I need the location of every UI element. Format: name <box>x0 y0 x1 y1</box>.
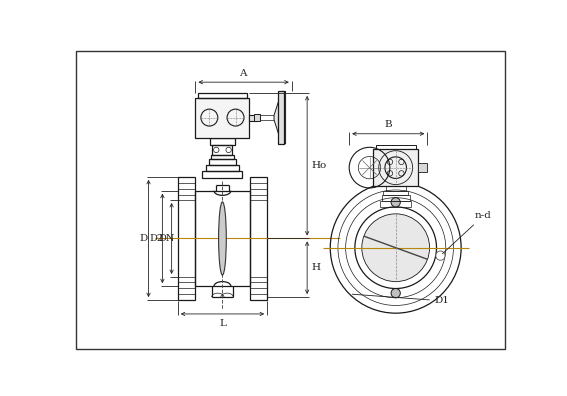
Polygon shape <box>274 91 286 144</box>
Circle shape <box>391 289 400 298</box>
Text: H: H <box>312 263 321 272</box>
Bar <box>249 114 257 121</box>
Bar <box>213 145 232 154</box>
Text: A: A <box>239 69 247 78</box>
Bar <box>194 191 250 286</box>
Ellipse shape <box>219 202 226 275</box>
Bar <box>210 138 235 145</box>
Text: D: D <box>139 234 147 243</box>
Circle shape <box>391 198 400 207</box>
Text: DN: DN <box>159 234 175 243</box>
Text: L: L <box>219 318 226 327</box>
Bar <box>211 154 234 159</box>
Text: D2: D2 <box>149 234 163 243</box>
Text: D1: D1 <box>352 294 450 305</box>
Text: Ho: Ho <box>312 161 327 170</box>
Text: n-d: n-d <box>442 211 492 254</box>
Bar <box>205 165 239 171</box>
Bar <box>383 191 408 195</box>
Text: B: B <box>384 120 392 129</box>
Bar <box>382 195 409 201</box>
Bar <box>196 97 249 138</box>
Bar <box>380 201 411 207</box>
Bar <box>254 114 260 122</box>
Circle shape <box>436 251 445 260</box>
Bar <box>278 91 284 144</box>
Bar <box>178 177 194 300</box>
Circle shape <box>362 214 430 282</box>
Bar <box>418 163 428 172</box>
Bar <box>373 149 418 186</box>
Bar <box>209 159 236 165</box>
Bar <box>386 186 406 191</box>
Bar <box>202 171 243 179</box>
Bar <box>198 93 247 97</box>
Bar <box>250 177 267 300</box>
Bar <box>376 145 416 149</box>
